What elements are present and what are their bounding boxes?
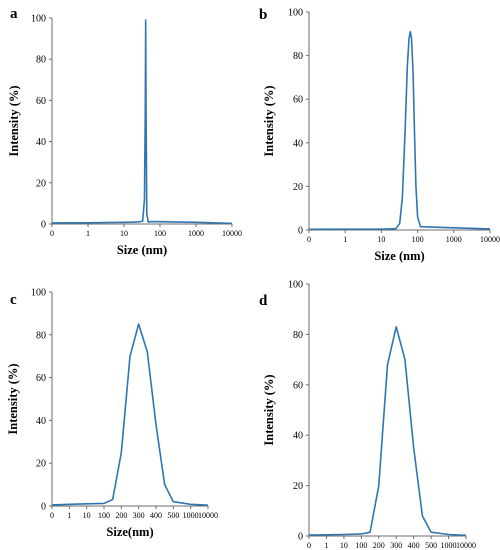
panel-label: d <box>259 293 268 309</box>
x-tick-label: 1000 <box>446 235 462 244</box>
x-tick-label: 1000 <box>188 229 204 238</box>
y-tick-label: 20 <box>293 182 303 193</box>
x-tick-label: 1 <box>67 511 71 520</box>
y-axis-title: Intensity (%) <box>262 85 276 156</box>
x-tick-label: 10000 <box>456 541 476 550</box>
y-tick-label: 60 <box>293 95 303 106</box>
y-tick-label: 100 <box>288 280 303 291</box>
chart-panel-c: 0 20 40 60 80 100 0 1 10 100 200 300 400 500 1000 10000… <box>0 280 250 550</box>
y-tick-label: 20 <box>36 459 46 470</box>
y-axis-title: Intensity (%) <box>6 363 20 434</box>
series-line <box>308 30 491 231</box>
y-tick-label: 60 <box>293 380 303 391</box>
y-tick-label: 60 <box>36 373 46 384</box>
y-axis-title: Intensity (%) <box>7 85 21 156</box>
y-tick-label: 20 <box>36 178 46 189</box>
x-tick-label: 200 <box>115 511 127 520</box>
chart-panel-b: 0 20 40 60 80 100 0 1 10 100 1000 10000 b Size (nm) In… <box>250 0 500 268</box>
x-tick-label: 100 <box>355 541 367 550</box>
y-tick-label: 80 <box>36 55 46 66</box>
series-line <box>308 326 467 537</box>
x-tick-label: 0 <box>50 229 54 238</box>
y-tick-label: 60 <box>36 96 46 107</box>
x-tick-label: 1000 <box>441 541 457 550</box>
x-tick-label: 500 <box>425 541 437 550</box>
y-tick-label: 0 <box>298 226 303 237</box>
x-tick-label: 100 <box>154 229 166 238</box>
y-tick-label: 0 <box>298 532 303 543</box>
y-tick-label: 0 <box>41 220 46 231</box>
y-tick-label: 40 <box>36 137 46 148</box>
x-tick-label: 1 <box>86 229 90 238</box>
panel-label: b <box>259 7 267 23</box>
x-tick-label: 300 <box>390 541 402 550</box>
y-tick-label: 80 <box>293 330 303 341</box>
x-tick-label: 10 <box>120 229 128 238</box>
x-axis-title: Size(nm) <box>106 525 153 539</box>
y-tick-label: 100 <box>288 8 303 19</box>
y-tick-label: 100 <box>31 14 46 25</box>
x-tick-label: 1000 <box>183 511 199 520</box>
x-tick-label: 100 <box>98 511 110 520</box>
x-tick-label: 1 <box>343 235 347 244</box>
x-tick-label: 400 <box>150 511 162 520</box>
x-tick-label: 100 <box>412 235 424 244</box>
y-tick-label: 80 <box>36 330 46 341</box>
panel-label: c <box>10 292 17 308</box>
y-axis-title: Intensity (%) <box>262 374 276 445</box>
x-axis-title: Size (nm) <box>374 249 424 263</box>
x-tick-label: 10000 <box>480 235 500 244</box>
panel-label: a <box>10 6 18 22</box>
x-tick-label: 10 <box>83 511 91 520</box>
y-tick-label: 40 <box>293 138 303 149</box>
x-tick-label: 1 <box>324 541 328 550</box>
x-tick-label: 10 <box>377 235 385 244</box>
x-tick-label: 10000 <box>222 229 242 238</box>
chart-panel-d: 0 20 40 60 80 100 0 1 10 100 200 300 400 500 1000 10000… <box>250 280 500 550</box>
x-tick-label: 0 <box>307 541 311 550</box>
x-axis-title: Size (nm) <box>117 243 167 257</box>
x-tick-label: 10 <box>340 541 348 550</box>
x-tick-label: 500 <box>167 511 179 520</box>
x-tick-label: 0 <box>307 235 311 244</box>
x-tick-label: 200 <box>373 541 385 550</box>
y-tick-label: 0 <box>41 502 46 513</box>
chart-panel-a: 0 20 40 60 80 100 0 1 10 100 1000 10000 a Size (nm) In… <box>0 0 250 268</box>
y-tick-label: 40 <box>293 431 303 442</box>
x-tick-label: 0 <box>50 511 54 520</box>
y-tick-label: 100 <box>31 288 46 299</box>
x-tick-label: 10000 <box>198 511 218 520</box>
y-tick-label: 40 <box>36 416 46 427</box>
y-tick-label: 80 <box>293 51 303 62</box>
x-tick-label: 400 <box>408 541 420 550</box>
series-line <box>51 19 233 225</box>
y-tick-label: 20 <box>293 481 303 492</box>
series-line <box>51 323 209 506</box>
x-tick-label: 300 <box>133 511 145 520</box>
